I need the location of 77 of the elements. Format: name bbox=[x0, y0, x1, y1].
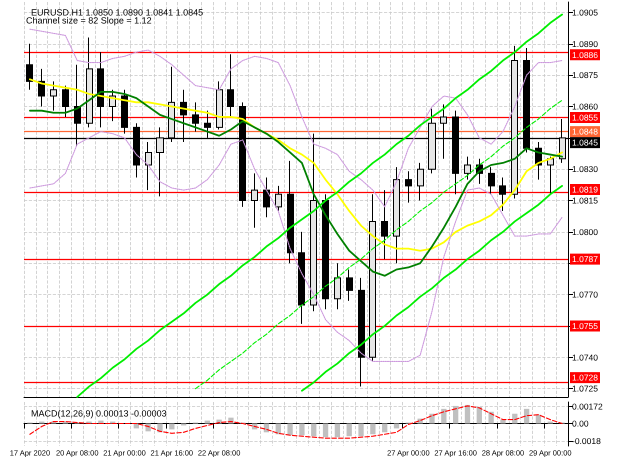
candlestick bbox=[417, 162, 424, 202]
candlestick bbox=[192, 102, 199, 132]
candlestick bbox=[145, 142, 152, 191]
candlestick bbox=[547, 156, 554, 195]
candlestick bbox=[263, 177, 270, 218]
bar bbox=[524, 408, 530, 424]
candlestick bbox=[405, 170, 412, 204]
bar bbox=[441, 408, 446, 424]
bar bbox=[488, 412, 494, 424]
line-series bbox=[29, 131, 563, 362]
candlestick bbox=[26, 43, 33, 90]
y-tick-label: 1.0890 bbox=[572, 38, 598, 49]
y-tick-label: 1.0905 bbox=[572, 7, 598, 18]
candlestick bbox=[86, 37, 93, 128]
y-tick-label: 1.0815 bbox=[572, 196, 598, 206]
ref-line-label: 1.0728 bbox=[572, 372, 598, 383]
y-tick-label: 1.0725 bbox=[572, 384, 598, 394]
bar bbox=[322, 424, 328, 438]
candlestick bbox=[334, 262, 341, 310]
candlestick bbox=[369, 194, 376, 362]
ref-line-label: 1.0855 bbox=[572, 112, 598, 122]
candlestick bbox=[287, 160, 294, 264]
bar bbox=[287, 424, 293, 436]
line-series bbox=[29, 28, 563, 208]
bar bbox=[382, 424, 388, 432]
y-tick-label: -0.0018 bbox=[572, 436, 602, 446]
bar bbox=[299, 424, 305, 436]
candlestick bbox=[381, 190, 388, 260]
y-tick-label: 1.0860 bbox=[572, 101, 598, 112]
candlestick bbox=[121, 89, 128, 134]
text: EURUSD.H1 1.0850 1.0890 1.0841 1.0845 bbox=[31, 8, 204, 18]
line-series bbox=[301, 185, 563, 392]
candlestick bbox=[97, 52, 104, 128]
bar bbox=[134, 424, 140, 428]
ref-line-label: 1.0819 bbox=[572, 184, 598, 195]
bar bbox=[311, 424, 316, 436]
bar bbox=[370, 424, 376, 434]
line-series bbox=[194, 100, 563, 390]
candlestick bbox=[393, 166, 400, 264]
ref-line-label: 1.0886 bbox=[572, 50, 598, 60]
bar bbox=[358, 424, 364, 436]
bar bbox=[276, 424, 281, 434]
line-series bbox=[29, 90, 563, 277]
bar bbox=[512, 414, 518, 424]
ref-line-label: 1.0755 bbox=[572, 320, 598, 331]
y-tick-label: 1.0800 bbox=[572, 226, 598, 237]
candlestick bbox=[464, 156, 471, 180]
candlestick bbox=[488, 166, 495, 195]
ref-line-label: 1.0845 bbox=[572, 138, 598, 148]
candlestick bbox=[298, 231, 305, 324]
text: MACD(12,26,9) 0.00013 -0.00003 bbox=[31, 408, 167, 418]
candlestick bbox=[358, 277, 365, 388]
ref-line-label: 1.0787 bbox=[572, 254, 598, 264]
candlestick bbox=[322, 194, 329, 310]
candlestick bbox=[275, 185, 282, 212]
candlestick bbox=[62, 85, 69, 118]
bar bbox=[204, 420, 210, 424]
candlestick bbox=[346, 269, 353, 302]
y-tick-label: 1.0740 bbox=[572, 352, 598, 362]
ref-line-label: 1.0848 bbox=[572, 126, 598, 137]
y-tick-label: 0.00 bbox=[572, 418, 589, 429]
candlestick bbox=[499, 177, 506, 212]
bar bbox=[394, 424, 400, 428]
candlestick bbox=[251, 172, 258, 228]
bar bbox=[346, 424, 352, 436]
y-tick-label: 0.00172 bbox=[572, 402, 603, 412]
candlestick bbox=[216, 80, 223, 130]
annotation: Channel size = 82 Slope = 1.12 bbox=[26, 16, 152, 26]
y-tick-label: 1.0875 bbox=[572, 70, 598, 80]
candlestick bbox=[227, 54, 234, 118]
line-series bbox=[29, 405, 563, 439]
line-series bbox=[29, 78, 563, 252]
y-tick-label: 1.0770 bbox=[572, 290, 598, 300]
bar bbox=[169, 424, 174, 430]
bar bbox=[334, 424, 340, 438]
candlestick bbox=[50, 80, 57, 112]
y-tick-label: 1.0830 bbox=[572, 164, 598, 174]
